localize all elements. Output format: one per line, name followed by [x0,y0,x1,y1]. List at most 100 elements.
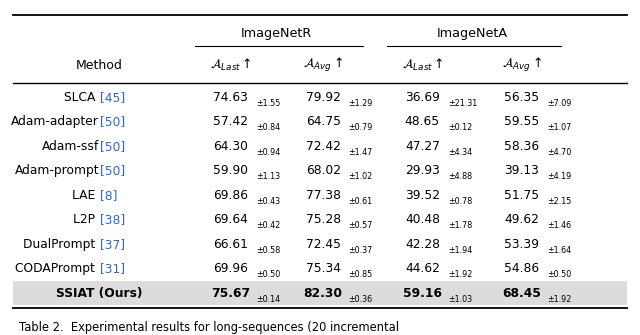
Text: Table 2.  Experimental results for long-sequences (20 incremental
sessions) on I: Table 2. Experimental results for long-s… [19,321,399,335]
Text: 72.45: 72.45 [306,238,340,251]
Text: ±0.12: ±0.12 [448,123,472,132]
Text: ±1.64: ±1.64 [547,246,571,255]
Text: ±4.70: ±4.70 [547,148,571,157]
Text: ±0.78: ±0.78 [448,197,472,206]
Text: L2P: L2P [74,213,99,226]
Text: [31]: [31] [100,262,125,275]
Text: 75.28: 75.28 [306,213,340,226]
Text: 68.45: 68.45 [502,286,541,299]
Text: 68.02: 68.02 [306,164,340,177]
Text: Method: Method [76,59,123,72]
Text: 58.36: 58.36 [504,140,539,153]
Text: 36.69: 36.69 [405,91,440,104]
Text: ±1.03: ±1.03 [448,294,472,304]
Text: ±0.85: ±0.85 [349,270,372,279]
Text: ±2.15: ±2.15 [547,197,572,206]
Text: ImageNetA: ImageNetA [436,27,508,40]
Text: 64.30: 64.30 [213,140,248,153]
Text: [50]: [50] [100,164,125,177]
Text: 59.90: 59.90 [213,164,248,177]
Text: 53.39: 53.39 [504,238,539,251]
Text: [50]: [50] [100,140,125,153]
Text: ±4.19: ±4.19 [547,172,571,181]
Text: Adam-prompt: Adam-prompt [15,164,99,177]
Text: SLCA [45]: SLCA [45] [69,91,129,104]
Text: CODAPrompt [31]: CODAPrompt [31] [45,262,154,275]
Text: 64.75: 64.75 [306,115,340,128]
Text: 51.75: 51.75 [504,189,539,202]
Text: Adam-prompt[50]: Adam-prompt[50] [44,164,154,177]
Text: Adam-adapter: Adam-adapter [12,115,99,128]
Text: Adam-ssf[50]: Adam-ssf[50] [58,140,140,153]
Text: $\mathcal{A}_{Avg}\uparrow$: $\mathcal{A}_{Avg}\uparrow$ [502,56,541,74]
Text: 56.35: 56.35 [504,91,539,104]
Text: ±0.57: ±0.57 [349,221,373,230]
FancyBboxPatch shape [13,281,627,305]
Text: DualPrompt: DualPrompt [23,238,99,251]
Text: 57.42: 57.42 [213,115,248,128]
Text: ±0.58: ±0.58 [255,246,280,255]
Text: LAE [8]: LAE [8] [77,189,122,202]
Text: 69.64: 69.64 [213,213,248,226]
Text: [50]: [50] [100,115,125,128]
Text: 72.42: 72.42 [306,140,340,153]
Text: SLCA: SLCA [64,91,99,104]
Text: ±1.92: ±1.92 [448,270,472,279]
Text: 69.86: 69.86 [213,189,248,202]
Text: [45]: [45] [100,91,125,104]
Text: $\mathcal{A}_{Avg}\uparrow$: $\mathcal{A}_{Avg}\uparrow$ [303,56,343,74]
Text: ±0.42: ±0.42 [255,221,280,230]
Text: ±0.43: ±0.43 [255,197,280,206]
Text: 54.86: 54.86 [504,262,539,275]
Text: 75.34: 75.34 [306,262,340,275]
Text: ±4.34: ±4.34 [448,148,472,157]
Text: 59.16: 59.16 [403,286,442,299]
Text: 79.92: 79.92 [306,91,340,104]
Text: $\mathcal{A}_{Last}\uparrow$: $\mathcal{A}_{Last}\uparrow$ [209,57,252,73]
Text: 74.63: 74.63 [213,91,248,104]
Text: L2P [38]: L2P [38] [74,213,125,226]
Text: ±1.47: ±1.47 [349,148,372,157]
Text: ±1.92: ±1.92 [547,294,572,304]
Text: 39.52: 39.52 [405,189,440,202]
Text: ±1.94: ±1.94 [448,246,472,255]
Text: 29.93: 29.93 [405,164,440,177]
Text: LAE: LAE [72,189,99,202]
Text: 59.55: 59.55 [504,115,540,128]
Text: ±1.13: ±1.13 [255,172,280,181]
Text: 47.27: 47.27 [405,140,440,153]
Text: ±7.09: ±7.09 [547,99,572,108]
Text: DualPrompt [37]: DualPrompt [37] [49,238,150,251]
Text: Adam-adapter[50]: Adam-adapter[50] [43,115,156,128]
Text: 48.65: 48.65 [405,115,440,128]
Text: 66.61: 66.61 [213,238,248,251]
Text: ±0.14: ±0.14 [255,294,280,304]
Text: 77.38: 77.38 [306,189,340,202]
Text: ±1.78: ±1.78 [448,221,472,230]
Text: ±0.79: ±0.79 [349,123,373,132]
Text: ±1.29: ±1.29 [349,99,373,108]
Text: ±4.88: ±4.88 [448,172,472,181]
Text: ±0.61: ±0.61 [349,197,372,206]
Text: ±0.50: ±0.50 [547,270,571,279]
Text: ±0.94: ±0.94 [255,148,280,157]
Text: ±0.36: ±0.36 [349,294,372,304]
Text: ±0.37: ±0.37 [349,246,372,255]
Text: ±1.46: ±1.46 [547,221,571,230]
Text: [8]: [8] [100,189,117,202]
Text: [38]: [38] [100,213,125,226]
Text: ±21.31: ±21.31 [448,99,477,108]
Text: [37]: [37] [100,238,125,251]
Text: $\mathcal{A}_{Last}\uparrow$: $\mathcal{A}_{Last}\uparrow$ [401,57,444,73]
Text: Adam-ssf: Adam-ssf [42,140,99,153]
Text: 42.28: 42.28 [405,238,440,251]
Text: 40.48: 40.48 [405,213,440,226]
Text: ±0.50: ±0.50 [255,270,280,279]
Text: 44.62: 44.62 [405,262,440,275]
Text: 69.96: 69.96 [213,262,248,275]
Text: 39.13: 39.13 [504,164,539,177]
Text: 82.30: 82.30 [304,286,342,299]
Text: ±1.07: ±1.07 [547,123,571,132]
Text: CODAPrompt: CODAPrompt [15,262,99,275]
Text: ±0.84: ±0.84 [255,123,280,132]
